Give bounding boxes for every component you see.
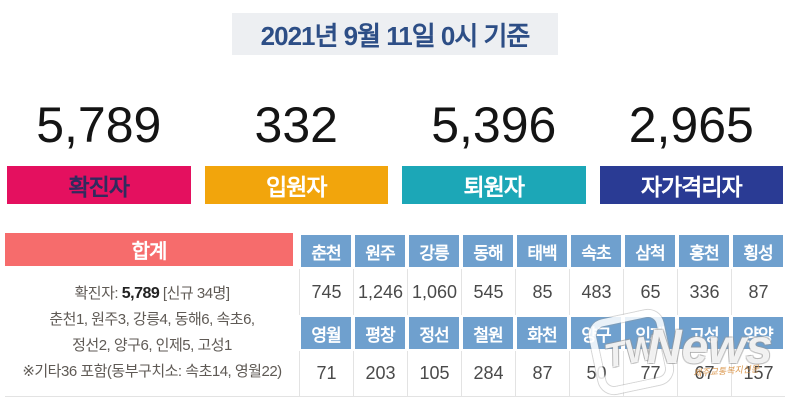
stat-admitted-label: 입원자 [204,166,388,204]
region-header-label: 철원 [463,317,513,349]
region-header: 철원 [461,315,515,351]
summary-line-1: 확진자: 5,789 [신규 34명] [74,281,230,307]
region-header-label: 양양 [733,317,783,349]
stat-discharged-label: 퇴원자 [402,166,586,204]
region-header: 원주 [353,233,407,269]
stat-admitted: 332 입원자 [198,88,396,204]
stat-confirmed-label: 확진자 [7,166,191,204]
region-header: 태백 [515,233,569,269]
region-header: 정선 [407,315,461,351]
region-header-label: 원주 [355,235,405,267]
region-header-label: 동해 [463,235,513,267]
region-header-label: 삼척 [625,235,675,267]
region-header: 양양 [731,315,785,351]
region-header-label: 영월 [301,317,351,349]
region-table: 합계 춘천 원주 강릉 동해 태백 속초 삼척 홍천 횡성 확진자: 5,789… [5,233,785,397]
region-value: 67 [677,351,731,396]
summary-text-block: 확진자: 5,789 [신규 34명] 춘천1, 원주3, 강릉4, 동해6, … [5,269,299,396]
region-header-label: 속초 [571,235,621,267]
region-header-label: 강릉 [409,235,459,267]
region-value: 1,246 [353,269,407,315]
region-value: 85 [515,269,569,315]
region-header: 동해 [461,233,515,269]
region-header-label: 양구 [571,317,621,349]
stat-confirmed: 5,789 확진자 [0,88,198,204]
region-header: 평창 [353,315,407,351]
date-label: 2021년 9월 11일 0시 기준 [260,20,531,51]
summary-line-3: 정선2, 양구6, 인제5, 고성1 [72,336,232,354]
region-value: 203 [353,351,407,396]
region-header: 고성 [677,315,731,351]
region-header: 삼척 [623,233,677,269]
region-header: 인제 [623,315,677,351]
region-value: 1,060 [407,269,461,315]
summary-line-2: 춘천1, 원주3, 강릉4, 동해6, 속초6, [49,310,255,328]
region-header-label: 평창 [355,317,405,349]
summary-line-1-prefix: 확진자: [74,284,122,302]
region-header: 춘천 [299,233,353,269]
region-header: 속초 [569,233,623,269]
stat-quarantine: 2,965 자가격리자 [593,88,790,204]
stat-confirmed-value: 5,789 [36,97,162,153]
region-header: 양구 [569,315,623,351]
region-header: 강릉 [407,233,461,269]
region-value: 71 [299,351,353,396]
date-banner: 2021년 9월 11일 0시 기준 [232,13,558,55]
stat-quarantine-label: 자가격리자 [599,166,783,204]
summary-stats: 5,789 확진자 332 입원자 5,396 퇴원자 2,965 자가격리자 [0,88,790,204]
region-value: 87 [731,269,785,315]
region-value: 157 [731,351,785,396]
region-header: 횡성 [731,233,785,269]
summary-line-1-total: 5,789 [121,284,160,302]
stat-admitted-value: 332 [254,97,338,153]
region-value: 745 [299,269,353,315]
region-header-label: 고성 [679,317,729,349]
total-header-label: 합계 [5,233,293,266]
region-header-label: 정선 [409,317,459,349]
region-value: 336 [677,269,731,315]
stat-discharged-value: 5,396 [431,97,557,153]
region-header-label: 춘천 [301,235,351,267]
total-header-cell: 합계 [5,233,299,269]
summary-line-1-suffix: [신규 34명] [159,284,230,302]
region-value: 284 [461,351,515,396]
region-header-label: 횡성 [733,235,783,267]
stat-discharged: 5,396 퇴원자 [395,88,593,204]
summary-line-4: ※기타36 포함(동부구치소: 속초14, 영월22) [22,362,282,380]
region-header-label: 태백 [517,235,567,267]
region-header: 홍천 [677,233,731,269]
stat-quarantine-value: 2,965 [628,97,754,153]
region-header: 영월 [299,315,353,351]
region-value: 77 [623,351,677,396]
region-value: 105 [407,351,461,396]
region-value: 65 [623,269,677,315]
region-value: 87 [515,351,569,396]
region-value: 545 [461,269,515,315]
region-header-label: 화천 [517,317,567,349]
region-header-label: 홍천 [679,235,729,267]
region-value: 483 [569,269,623,315]
region-value: 50 [569,351,623,396]
region-header: 화천 [515,315,569,351]
region-header-label: 인제 [625,317,675,349]
